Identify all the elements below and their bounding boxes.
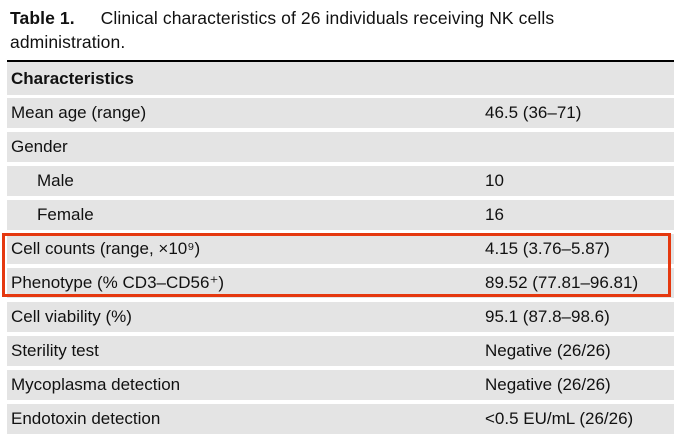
table-row: Sterility test Negative (26/26) — [7, 336, 674, 366]
table-caption: Table 1. Clinical characteristics of 26 i… — [10, 7, 670, 54]
row-value: 46.5 (36–71) — [485, 103, 582, 122]
table-body: Mean age (range) 46.5 (36–71) Gender Mal… — [7, 98, 674, 434]
caption-table-number: Table 1. — [10, 8, 75, 28]
row-value: 16 — [485, 205, 504, 224]
row-label: Male — [37, 171, 74, 190]
caption-line-2: administration. — [10, 31, 126, 52]
row-label: Sterility test — [11, 341, 99, 360]
table-header-row: Characteristics — [7, 62, 674, 95]
table-row: Male 10 — [7, 166, 674, 196]
table-row: Phenotype (% CD3–CD56⁺) 89.52 (77.81–96.… — [7, 268, 674, 298]
row-label: Female — [37, 205, 94, 224]
table-row: Mean age (range) 46.5 (36–71) — [7, 98, 674, 128]
row-value: <0.5 EU/mL (26/26) — [485, 409, 634, 428]
row-label: Mycoplasma detection — [11, 375, 181, 394]
row-label: Phenotype (% CD3–CD56⁺) — [11, 273, 225, 292]
row-value: Negative (26/26) — [485, 341, 611, 360]
caption-text-line1: Clinical characteristics of 26 individua… — [100, 8, 555, 28]
row-value: 89.52 (77.81–96.81) — [485, 273, 639, 292]
characteristics-table: Characteristics Mean age (range) 46.5 (3… — [7, 62, 674, 438]
caption-line-1: Table 1. Clinical characteristics of 26 i… — [10, 7, 670, 31]
table-row: Cell viability (%) 95.1 (87.8–98.6) — [7, 302, 674, 332]
table-row: Cell counts (range, ×10⁹) 4.15 (3.76–5.8… — [7, 234, 674, 264]
table-header-label: Characteristics — [11, 68, 134, 88]
row-label: Endotoxin detection — [11, 409, 161, 428]
table-row: Female 16 — [7, 200, 674, 230]
table-row: Gender — [7, 132, 674, 162]
table-row: Mycoplasma detection Negative (26/26) — [7, 370, 674, 400]
row-label: Cell viability (%) — [11, 307, 132, 326]
row-value: 10 — [485, 171, 504, 190]
row-label: Mean age (range) — [11, 103, 147, 122]
row-value: 4.15 (3.76–5.87) — [485, 239, 610, 258]
row-label: Gender — [11, 137, 68, 156]
table-row: Endotoxin detection <0.5 EU/mL (26/26) — [7, 404, 674, 434]
row-value: Negative (26/26) — [485, 375, 611, 394]
row-label: Cell counts (range, ×10⁹) — [11, 239, 201, 258]
row-value: 95.1 (87.8–98.6) — [485, 307, 610, 326]
table-top-rule — [7, 60, 674, 62]
